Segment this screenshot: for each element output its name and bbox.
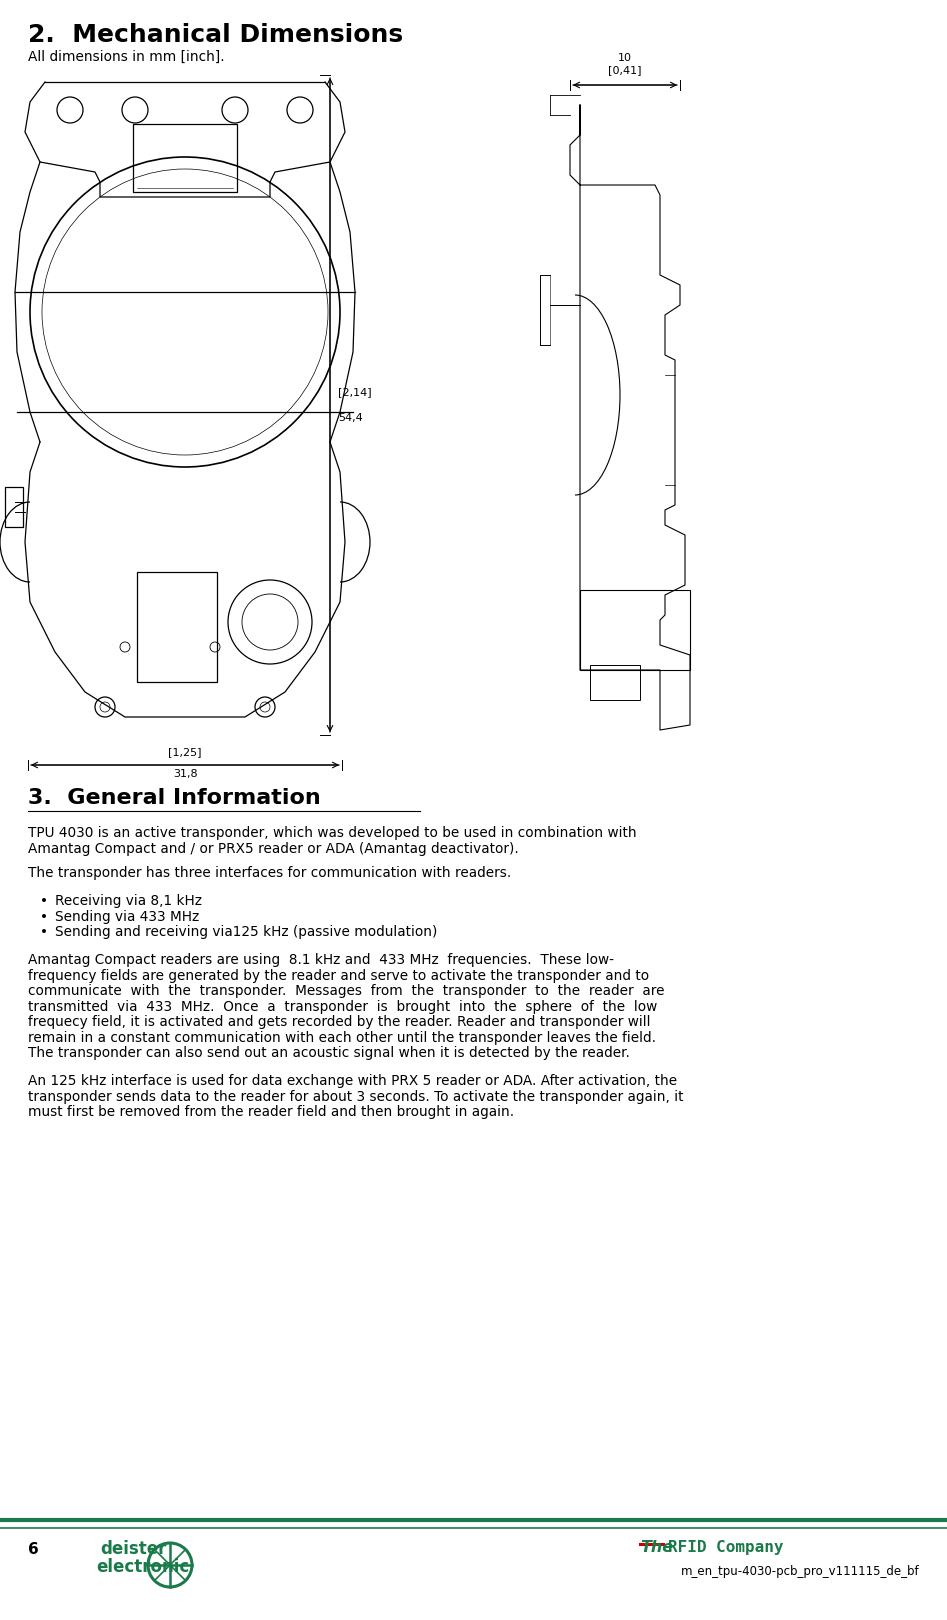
Text: deister: deister (100, 1541, 167, 1558)
Text: The: The (640, 1541, 673, 1555)
Text: frequecy field, it is activated and gets recorded by the reader. Reader and tran: frequecy field, it is activated and gets… (28, 1016, 651, 1029)
Text: communicate  with  the  transponder.  Messages  from  the  transponder  to  the : communicate with the transponder. Messag… (28, 983, 665, 998)
Text: remain in a constant communication with each other until the transponder leaves : remain in a constant communication with … (28, 1030, 656, 1045)
Text: RFID Company: RFID Company (668, 1541, 783, 1555)
Text: An 125 kHz interface is used for data exchange with PRX 5 reader or ADA. After a: An 125 kHz interface is used for data ex… (28, 1074, 677, 1089)
Text: electronic: electronic (96, 1558, 189, 1576)
Text: The transponder can also send out an acoustic signal when it is detected by the : The transponder can also send out an aco… (28, 1047, 630, 1059)
Text: m_en_tpu-4030-pcb_pro_v111115_de_bf: m_en_tpu-4030-pcb_pro_v111115_de_bf (680, 1565, 919, 1578)
Text: 6: 6 (28, 1542, 39, 1557)
Text: TPU 4030 is an active transponder, which was developed to be used in combination: TPU 4030 is an active transponder, which… (28, 826, 636, 841)
Text: [1,25]: [1,25] (169, 747, 202, 757)
Text: Amantag Compact and / or PRX5 reader or ADA (Amantag deactivator).: Amantag Compact and / or PRX5 reader or … (28, 841, 519, 855)
Text: •: • (40, 925, 48, 940)
Text: •: • (40, 910, 48, 923)
Text: Sending via 433 MHz: Sending via 433 MHz (55, 910, 199, 923)
Text: •: • (40, 894, 48, 909)
Text: transponder sends data to the reader for about 3 seconds. To activate the transp: transponder sends data to the reader for… (28, 1090, 684, 1103)
Text: Receiving via 8,1 kHz: Receiving via 8,1 kHz (55, 894, 202, 909)
Text: frequency fields are generated by the reader and serve to activate the transpond: frequency fields are generated by the re… (28, 969, 649, 983)
Text: 2.  Mechanical Dimensions: 2. Mechanical Dimensions (28, 23, 403, 47)
Text: 31,8: 31,8 (172, 770, 197, 779)
Text: [2,14]: [2,14] (338, 387, 371, 397)
Text: 10: 10 (618, 53, 632, 63)
Text: Amantag Compact readers are using  8.1 kHz and  433 MHz  frequencies.  These low: Amantag Compact readers are using 8.1 kH… (28, 953, 614, 967)
Text: The transponder has three interfaces for communication with readers.: The transponder has three interfaces for… (28, 867, 511, 880)
Text: 54,4: 54,4 (338, 413, 363, 423)
Bar (580, 590, 690, 671)
Text: 3.  General Information: 3. General Information (28, 787, 321, 808)
Text: must first be removed from the reader field and then brought in again.: must first be removed from the reader fi… (28, 1105, 514, 1119)
Bar (590, 664, 640, 700)
Bar (137, 572, 217, 682)
Text: Sending and receiving via125 kHz (passive modulation): Sending and receiving via125 kHz (passiv… (55, 925, 438, 940)
Bar (133, 125, 237, 193)
Text: transmitted  via  433  MHz.  Once  a  transponder  is  brought  into  the  spher: transmitted via 433 MHz. Once a transpon… (28, 1000, 657, 1014)
Text: [0,41]: [0,41] (608, 65, 642, 75)
Bar (5, 488, 23, 526)
Text: All dimensions in mm [inch].: All dimensions in mm [inch]. (28, 50, 224, 65)
